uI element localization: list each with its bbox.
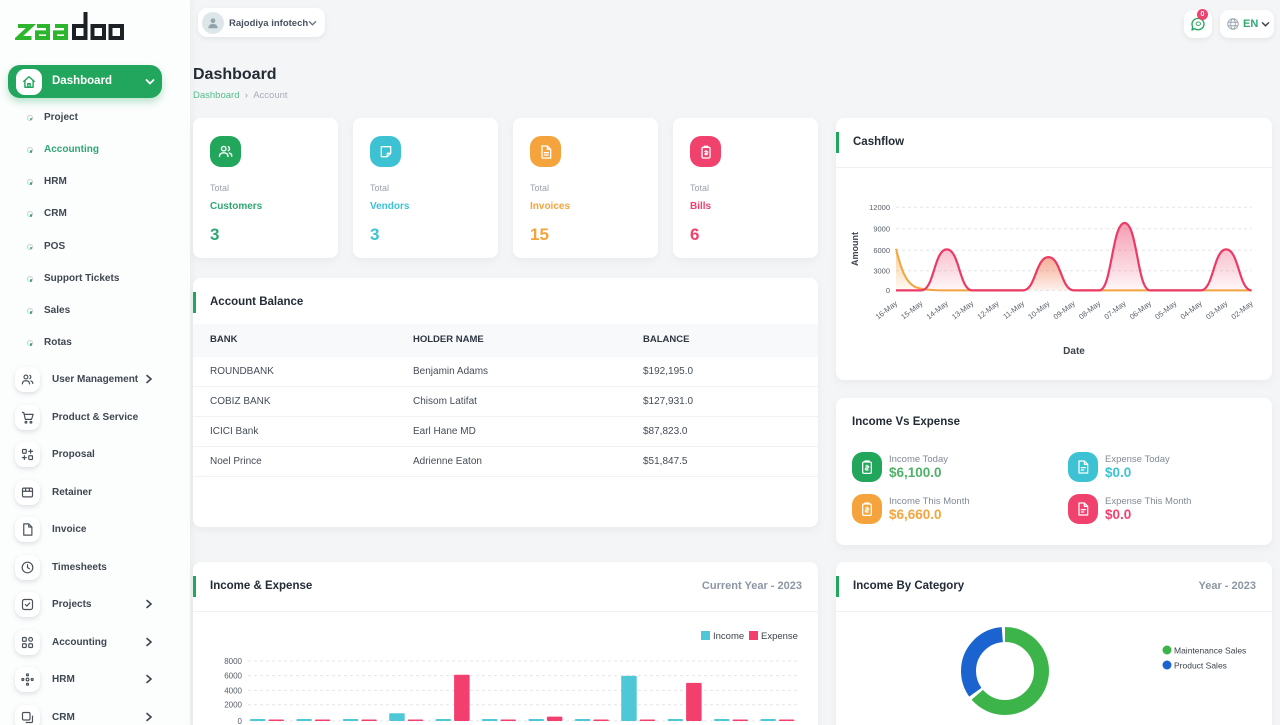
svg-text:Expense: Expense	[761, 631, 798, 642]
svg-text:07-May: 07-May	[1102, 299, 1127, 322]
svg-text:8000: 8000	[224, 657, 242, 666]
svg-text:2000: 2000	[224, 701, 242, 710]
svg-text:15-May: 15-May	[899, 299, 924, 322]
svg-text:05-May: 05-May	[1153, 299, 1178, 322]
svg-text:0: 0	[238, 717, 243, 725]
svg-text:11-May: 11-May	[1001, 299, 1026, 321]
svg-text:Date: Date	[1063, 346, 1085, 357]
svg-text:09-May: 09-May	[1052, 299, 1077, 322]
svg-text:13-May: 13-May	[950, 299, 975, 322]
svg-text:12-May: 12-May	[975, 299, 1000, 322]
svg-text:9000: 9000	[873, 225, 890, 234]
svg-text:02-May: 02-May	[1229, 299, 1254, 322]
svg-text:08-May: 08-May	[1077, 299, 1102, 322]
svg-text:Income: Income	[713, 631, 744, 642]
svg-text:16-May: 16-May	[874, 299, 899, 322]
svg-text:4000: 4000	[224, 686, 242, 695]
svg-text:Product Sales: Product Sales	[1174, 661, 1227, 671]
svg-text:04-May: 04-May	[1179, 299, 1204, 322]
svg-text:10-May: 10-May	[1026, 299, 1051, 322]
svg-text:6000: 6000	[224, 672, 242, 681]
svg-text:03-May: 03-May	[1204, 299, 1229, 322]
svg-text:Maintenance Sales: Maintenance Sales	[1174, 646, 1246, 656]
svg-text:12000: 12000	[869, 203, 890, 212]
svg-text:0: 0	[886, 286, 890, 295]
svg-text:6000: 6000	[873, 246, 890, 255]
svg-text:06-May: 06-May	[1128, 299, 1153, 322]
svg-text:14-May: 14-May	[925, 299, 950, 322]
svg-text:Amount: Amount	[850, 232, 860, 266]
svg-text:3000: 3000	[873, 267, 890, 276]
